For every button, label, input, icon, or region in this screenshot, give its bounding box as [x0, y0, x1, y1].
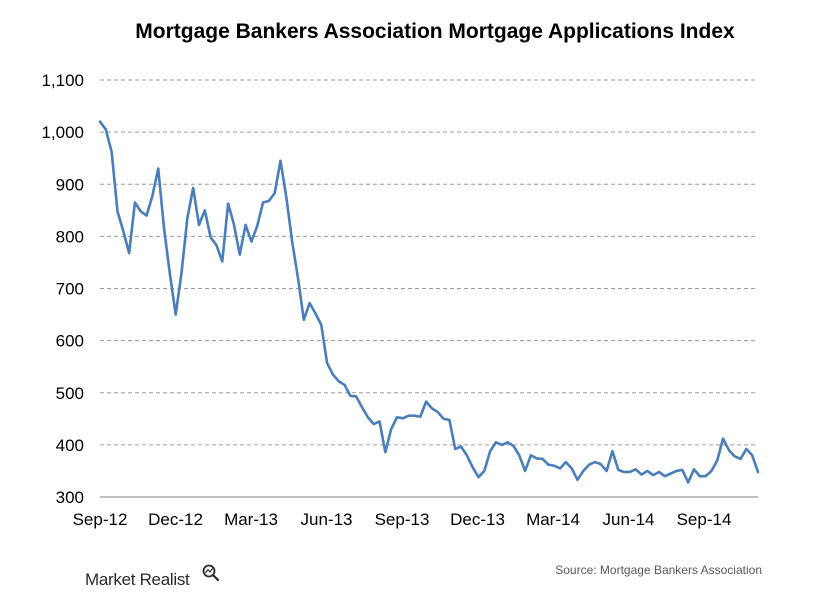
x-tick-label: Sep-12 — [73, 510, 128, 529]
y-tick-label: 500 — [56, 384, 84, 403]
series-line — [98, 120, 760, 484]
source-note: Source: Mortgage Bankers Association — [555, 563, 762, 577]
y-tick-label: 400 — [56, 436, 84, 455]
x-axis-ticks: Sep-12 Dec-12 Mar-13 Jun-13 Sep-13 Dec-13 Mar-… — [73, 510, 732, 529]
y-tick-label: 300 — [56, 488, 84, 507]
x-tick-label: Sep-14 — [677, 510, 732, 529]
magnifier-chart-icon — [202, 564, 220, 582]
x-tick-label: Mar-13 — [224, 510, 278, 529]
y-tick-label: 600 — [56, 332, 84, 351]
gridlines — [100, 79, 758, 446]
x-tick-label: Dec-13 — [450, 510, 505, 529]
logo-text: Market Realist — [85, 570, 190, 589]
y-tick-label: 800 — [56, 227, 84, 246]
x-tick-label: Jun-13 — [301, 510, 353, 529]
x-tick-label: Mar-14 — [526, 510, 580, 529]
x-tick-label: Sep-13 — [375, 510, 430, 529]
y-tick-label: 1,100 — [41, 71, 84, 90]
x-tick-label: Dec-12 — [148, 510, 203, 529]
market-realist-logo: Market Realist — [85, 564, 220, 589]
y-axis-ticks: 300 400 500 600 700 800 900 1,000 1,100 — [41, 71, 84, 507]
y-tick-label: 900 — [56, 175, 84, 194]
x-tick-label: Jun-14 — [603, 510, 655, 529]
y-tick-label: 1,000 — [41, 123, 84, 142]
y-tick-label: 700 — [56, 280, 84, 299]
chart-title: Mortgage Bankers Association Mortgage Ap… — [135, 20, 735, 43]
